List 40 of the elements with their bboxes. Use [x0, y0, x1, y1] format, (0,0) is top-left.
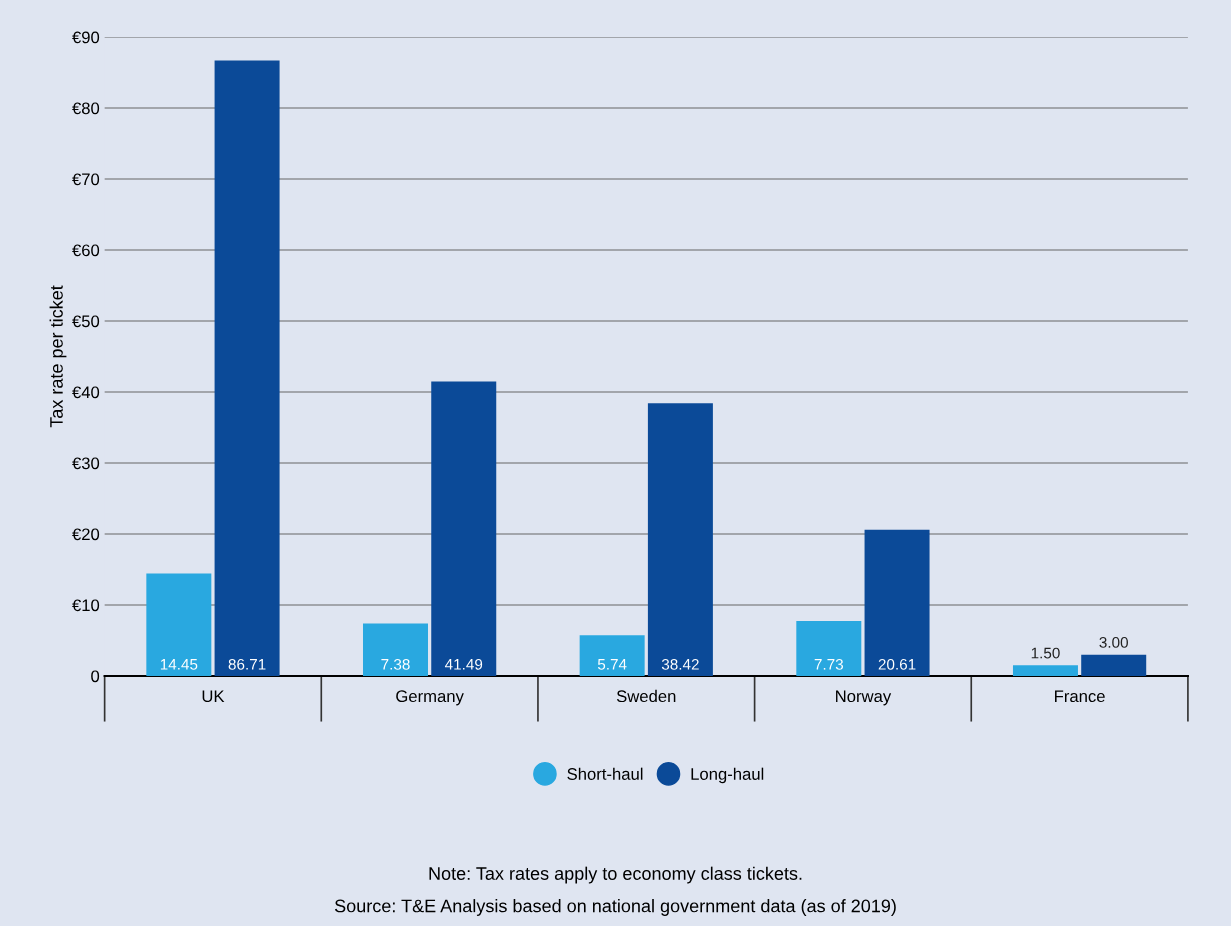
bar [1081, 654, 1147, 676]
y-axis-title: Tax rate per ticket [49, 285, 67, 428]
x-tick-label: Norway [836, 690, 892, 706]
y-tick-label: €30 [72, 457, 100, 470]
legend-label: Short-haul [567, 767, 643, 780]
text: Note: Tax rates apply to economy class tickets. [429, 866, 802, 884]
y-tick-label: 0 [91, 670, 100, 683]
x-tick-label: France [1055, 690, 1105, 703]
bar [647, 403, 713, 676]
bar [431, 381, 497, 676]
data-label: 7.38 [381, 658, 410, 670]
y-tick-label: €90 [72, 31, 100, 44]
data-label: 86.71 [228, 658, 266, 670]
bar [864, 529, 930, 676]
data-label: 1.50 [1031, 647, 1060, 659]
y-tick-label: €50 [72, 315, 100, 328]
x-tick-label: Germany [396, 690, 464, 706]
data-label: 5.74 [597, 659, 627, 670]
data-label: 38.42 [661, 658, 699, 670]
bar [363, 623, 428, 676]
data-label: 41.49 [444, 658, 483, 670]
y-tick-label: €20 [72, 528, 100, 541]
y-tick-label: €60 [72, 244, 100, 257]
x-tick-label: UK [202, 690, 225, 703]
y-tick-label: €10 [72, 599, 100, 612]
x-tick-label: Sweden [616, 689, 676, 703]
bar [1012, 665, 1078, 676]
source-note: Source: T&E Analysis based on national government data (as of 2019) [334, 899, 896, 916]
legend-label: Long-haul [691, 767, 764, 784]
data-label: 3.00 [1099, 637, 1128, 648]
bar [796, 621, 862, 676]
y-tick-label: €70 [72, 173, 100, 186]
bar [146, 573, 212, 676]
data-label: 14.45 [160, 659, 198, 670]
bar [214, 60, 280, 676]
bar [579, 635, 645, 676]
y-tick-label: €40 [72, 386, 100, 399]
y-tick-label: €80 [72, 102, 100, 115]
data-label: 20.61 [878, 658, 916, 670]
data-label: 7.73 [814, 658, 843, 670]
